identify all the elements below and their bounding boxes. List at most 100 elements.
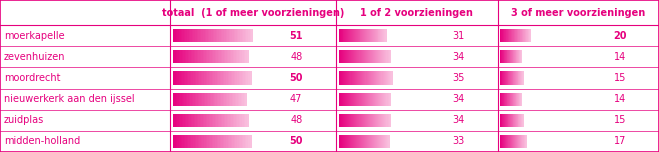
Bar	[348, 135, 349, 148]
Bar	[339, 29, 341, 42]
Bar	[519, 50, 520, 63]
Bar	[511, 71, 512, 85]
Bar	[371, 93, 372, 106]
Bar	[179, 29, 181, 42]
Bar	[212, 135, 214, 148]
Bar	[362, 29, 364, 42]
Bar	[518, 71, 519, 85]
Bar	[351, 29, 353, 42]
Bar	[173, 93, 175, 106]
Bar	[341, 114, 343, 127]
Bar	[213, 29, 215, 42]
Bar	[383, 135, 385, 148]
Bar	[501, 50, 502, 63]
Bar	[517, 135, 518, 148]
Bar	[176, 114, 178, 127]
Bar	[233, 135, 235, 148]
Bar	[250, 71, 252, 85]
Bar	[509, 93, 510, 106]
Bar	[529, 29, 530, 42]
Bar	[362, 93, 363, 106]
Bar	[503, 93, 505, 106]
Bar	[517, 114, 518, 127]
Bar	[351, 93, 353, 106]
Bar	[221, 50, 223, 63]
Bar	[194, 29, 196, 42]
Bar	[230, 50, 232, 63]
Bar	[361, 71, 363, 85]
Bar	[503, 50, 505, 63]
Bar	[223, 135, 225, 148]
Bar	[225, 71, 227, 85]
Bar	[384, 114, 386, 127]
Bar	[371, 135, 372, 148]
Bar	[514, 71, 515, 85]
Bar	[501, 135, 502, 148]
Bar	[245, 135, 247, 148]
Bar	[516, 29, 517, 42]
Bar	[200, 135, 202, 148]
Bar	[507, 114, 508, 127]
Bar	[246, 50, 248, 63]
Bar	[509, 135, 511, 148]
Bar	[503, 135, 504, 148]
Bar	[227, 50, 229, 63]
Bar	[343, 93, 345, 106]
Bar	[218, 135, 220, 148]
Bar	[218, 93, 221, 106]
Bar	[528, 29, 529, 42]
Bar	[236, 93, 239, 106]
Bar	[379, 50, 381, 63]
Bar	[185, 71, 187, 85]
Bar	[530, 29, 531, 42]
Bar	[221, 29, 223, 42]
Bar	[377, 114, 379, 127]
Bar	[173, 71, 175, 85]
Bar	[209, 50, 211, 63]
Bar	[386, 71, 387, 85]
Bar	[506, 71, 507, 85]
Bar	[227, 71, 230, 85]
Bar	[208, 114, 210, 127]
Bar	[363, 71, 365, 85]
Bar	[380, 114, 382, 127]
Bar	[360, 93, 362, 106]
Bar	[347, 135, 349, 148]
Bar	[200, 29, 202, 42]
Bar	[373, 135, 375, 148]
Bar	[379, 135, 381, 148]
Bar	[203, 114, 205, 127]
Bar	[502, 50, 503, 63]
Bar	[513, 71, 514, 85]
Bar	[501, 71, 502, 85]
Bar	[202, 29, 204, 42]
Bar	[214, 50, 215, 63]
Bar	[345, 29, 346, 42]
Text: zevenhuizen: zevenhuizen	[4, 52, 65, 62]
Bar	[514, 50, 515, 63]
Bar	[196, 135, 198, 148]
Bar	[507, 114, 509, 127]
Bar	[243, 71, 246, 85]
Bar	[505, 71, 507, 85]
Bar	[207, 71, 210, 85]
Bar	[245, 93, 247, 106]
Bar	[182, 114, 184, 127]
Bar	[345, 114, 347, 127]
Text: nieuwerkerk aan den ijssel: nieuwerkerk aan den ijssel	[4, 94, 134, 104]
Bar	[509, 71, 511, 85]
Bar	[230, 114, 232, 127]
Bar	[516, 50, 517, 63]
Bar	[242, 93, 244, 106]
Bar	[231, 71, 233, 85]
Bar	[351, 71, 352, 85]
Bar	[501, 114, 502, 127]
Bar	[190, 135, 192, 148]
Bar	[378, 135, 380, 148]
Bar	[341, 29, 342, 42]
Bar	[387, 71, 389, 85]
Bar	[514, 135, 515, 148]
Bar	[384, 135, 386, 148]
Bar	[346, 93, 348, 106]
Bar	[366, 93, 368, 106]
